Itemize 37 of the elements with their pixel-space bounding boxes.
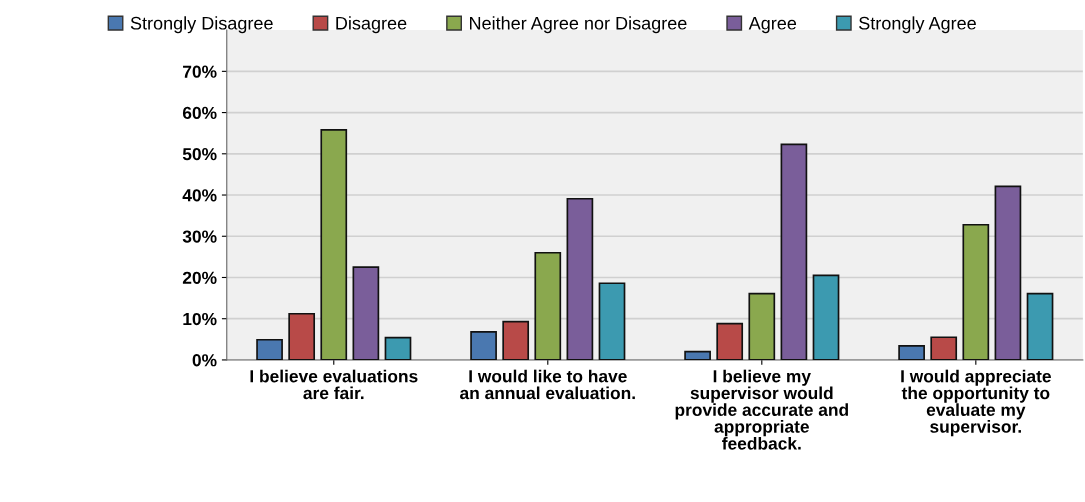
bar [502, 320, 530, 360]
y-tick-label: 10% [183, 312, 217, 326]
legend-label: Disagree [336, 16, 407, 34]
y-tick-label: 40% [182, 189, 217, 202]
bar [684, 350, 711, 360]
bar [256, 338, 283, 360]
bar [962, 223, 990, 360]
y-tick-label: 70% [183, 65, 217, 78]
bar [780, 143, 808, 360]
y-tick-label: 0% [192, 354, 217, 367]
legend-label: Neither Agree nor Disagree [470, 16, 687, 34]
bar [598, 282, 626, 360]
bar [320, 129, 348, 360]
y-tick-label: 60% [182, 106, 217, 120]
bar [534, 251, 562, 360]
bar [716, 322, 744, 360]
bar [898, 345, 925, 360]
x-tick-label: I believe my supervisor would provide accurate and appropriate feedback. [675, 369, 848, 450]
x-tick-label: I would like to have an annual evaluation. [460, 369, 635, 400]
x-tick-label: I would appreciate the opportunity to evaluate my supervisor. [901, 369, 1051, 437]
y-tick-label: 30% [182, 230, 217, 243]
legend-label: Agree [748, 17, 797, 34]
legend-label: Strongly Agree [859, 16, 976, 34]
bar [470, 331, 497, 360]
legend-label: Strongly Disagree [130, 16, 273, 34]
bar [1026, 292, 1054, 360]
y-tick-label: 20% [182, 271, 217, 284]
bar [812, 274, 840, 360]
x-tick-label: I believe evaluations are fair. [250, 369, 418, 400]
bar [352, 266, 380, 360]
y-tick-label: 50% [182, 147, 217, 161]
bar [930, 336, 958, 360]
bar [566, 197, 594, 360]
bar [288, 312, 316, 360]
bar [748, 292, 776, 360]
bar [384, 336, 412, 360]
bar [994, 185, 1022, 360]
